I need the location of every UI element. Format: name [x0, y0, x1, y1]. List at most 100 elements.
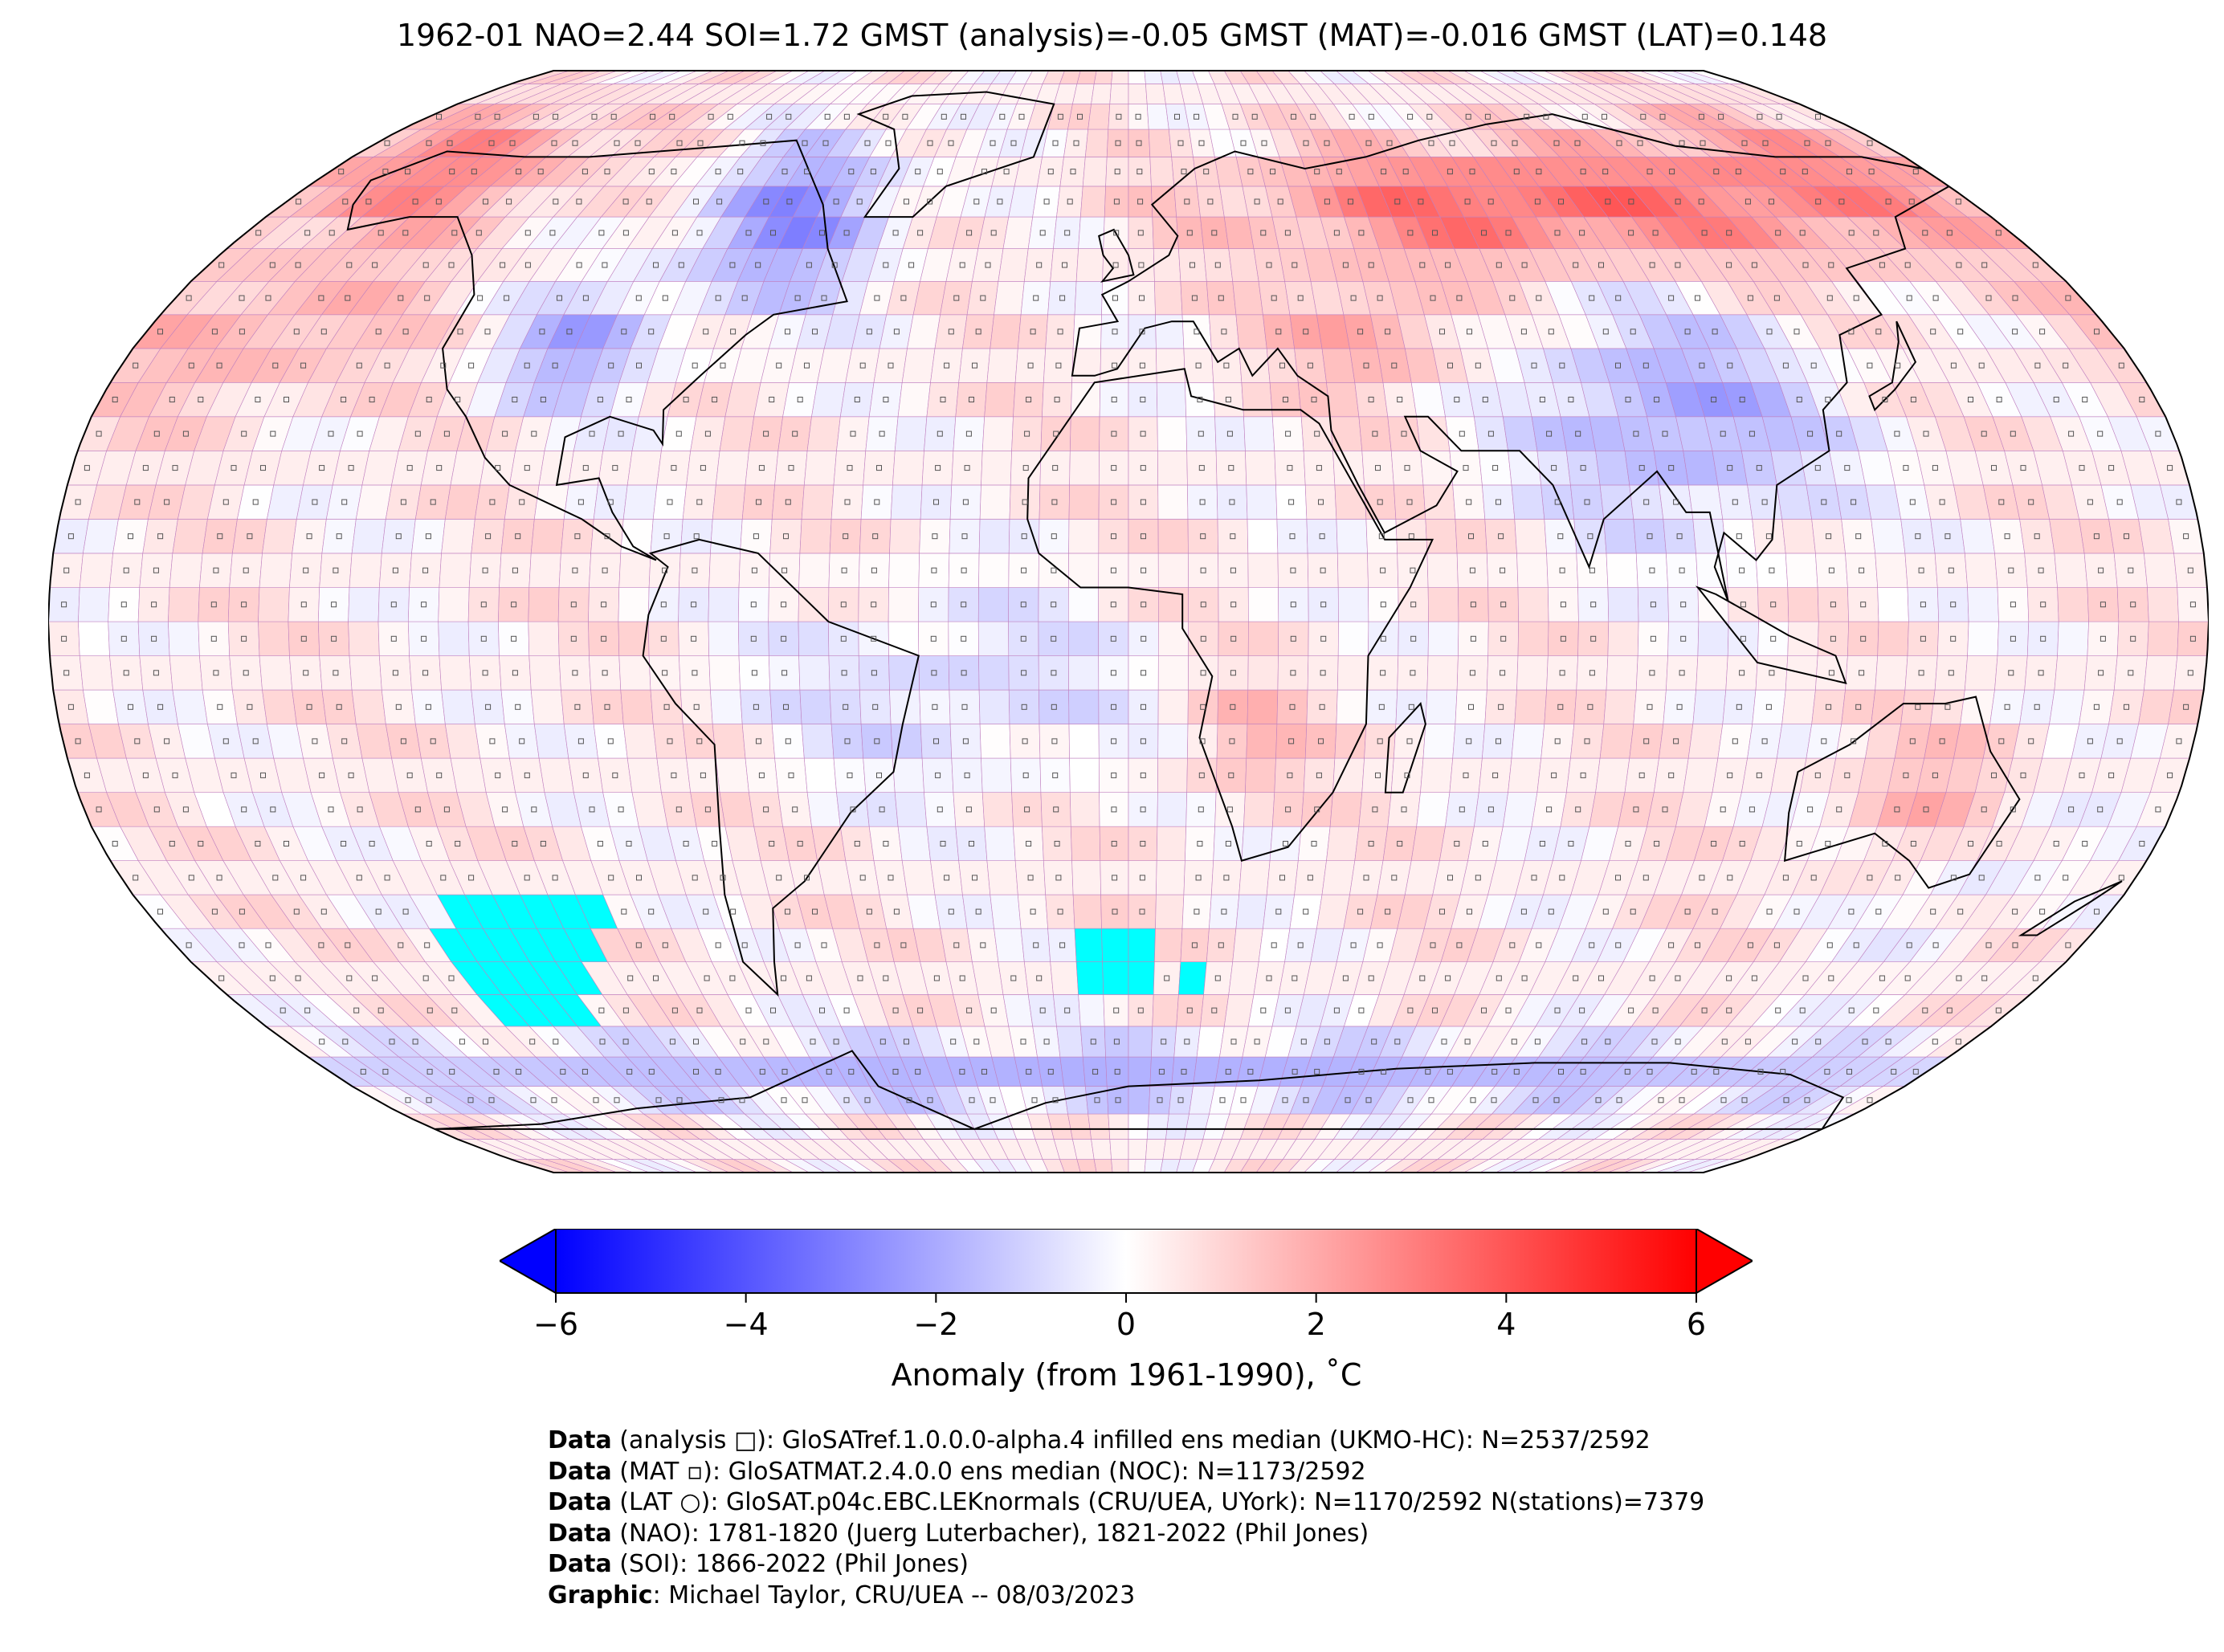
grid-cell [498, 587, 530, 622]
grid-cell [1128, 1086, 1151, 1115]
grid-cell [839, 826, 875, 862]
grid-cell [1397, 655, 1429, 691]
grid-cell [2079, 689, 2115, 724]
grid-cell [1502, 792, 1538, 827]
grid-cell [1146, 1113, 1169, 1140]
grid-cell [1020, 280, 1051, 316]
grid-cell [351, 519, 386, 554]
grid-cell [1232, 928, 1263, 962]
grid-cell [777, 792, 812, 827]
grid-cell [1128, 84, 1148, 104]
grid-cell [858, 553, 890, 588]
grid-cell [1425, 519, 1458, 554]
grid-cell [1098, 724, 1129, 759]
grid-cell [1059, 1056, 1086, 1087]
grid-cell [1247, 655, 1279, 691]
grid-cell [439, 553, 472, 588]
grid-cell [953, 792, 985, 827]
grid-cell [1180, 928, 1210, 962]
grid-cell [1247, 621, 1279, 656]
grid-cell [868, 381, 903, 418]
grid-cell [1420, 450, 1454, 486]
grid-cell [292, 689, 327, 724]
grid-cell [618, 587, 650, 622]
grid-cell [2144, 553, 2178, 588]
grid-cell [1624, 450, 1659, 486]
grid-cell [142, 689, 178, 724]
grid-cell [1023, 248, 1054, 282]
grid-cell [901, 348, 936, 383]
credit-line-lat: Data (LAT ○): GloSAT.p04c.EBC.LEKnormals… [548, 1488, 1705, 1516]
grid-cell [1326, 381, 1360, 418]
grid-cell [1069, 757, 1100, 793]
grid-cell [78, 587, 110, 622]
grid-cell [1308, 621, 1339, 656]
grid-cell [439, 655, 472, 691]
grid-cell [919, 689, 951, 724]
grid-cell [479, 450, 516, 486]
grid-cell [1157, 484, 1189, 520]
grid-cell [771, 484, 805, 520]
grid-cell [836, 416, 870, 451]
grid-cell [1063, 128, 1089, 157]
grid-cell [741, 484, 775, 520]
grid-cell [1570, 724, 1605, 759]
grid-cell [948, 621, 979, 656]
grid-cell [811, 826, 847, 862]
grid-cell [530, 689, 565, 724]
grid-cell [1002, 994, 1034, 1027]
grid-cell [1410, 826, 1446, 862]
grid-cell [1960, 689, 1995, 724]
grid-cell [1098, 655, 1129, 691]
grid-cell [1032, 1026, 1061, 1058]
grid-cell [962, 314, 994, 349]
grid-cell [319, 655, 353, 691]
grid-cell [108, 621, 141, 656]
grid-cell [1111, 1159, 1129, 1173]
grid-cell [1098, 689, 1129, 724]
grid-cell [1148, 1086, 1173, 1115]
grid-cell [918, 655, 950, 691]
grid-cell [889, 519, 921, 554]
grid-cell [907, 894, 941, 929]
grid-cell [1364, 484, 1397, 520]
grid-cell [1071, 860, 1101, 895]
grid-cell [1487, 587, 1520, 622]
grid-cell [1326, 826, 1360, 862]
grid-cell [1079, 1026, 1106, 1058]
grid-cell [1156, 348, 1185, 383]
grid-cell [1845, 655, 1879, 691]
grid-cell [1178, 248, 1207, 282]
grid-cell [444, 724, 481, 759]
grid-cell [863, 450, 896, 486]
grid-cell [2054, 655, 2088, 691]
grid-cell [2108, 689, 2144, 724]
grid-cell [1667, 587, 1700, 622]
grid-cell [1540, 724, 1575, 759]
grid-cell [769, 689, 802, 724]
grid-cell [1877, 621, 1909, 656]
grid-cell [777, 416, 812, 451]
grid-cell [139, 553, 173, 588]
grid-cell [2144, 655, 2178, 691]
grid-cell [1128, 689, 1159, 724]
grid-cell [1185, 826, 1215, 862]
grid-cell [1336, 553, 1369, 588]
grid-cell [921, 450, 954, 486]
colorbar-tick-label: 2 [1307, 1307, 1326, 1342]
grid-cell [259, 655, 293, 691]
grid-cell [1445, 416, 1479, 451]
grid-cell [1289, 894, 1323, 929]
grid-cell [1039, 484, 1070, 520]
grid-cell [860, 724, 893, 759]
grid-cell [1154, 928, 1183, 962]
grid-cell [467, 621, 500, 656]
grid-cell [1599, 724, 1634, 759]
grid-cell [1787, 587, 1819, 622]
grid-cell [679, 553, 711, 588]
grid-cell [892, 757, 924, 793]
grid-cell [1727, 621, 1759, 656]
grid-cell [1847, 587, 1879, 622]
grid-cell [348, 621, 380, 656]
grid-cell [1101, 928, 1129, 962]
